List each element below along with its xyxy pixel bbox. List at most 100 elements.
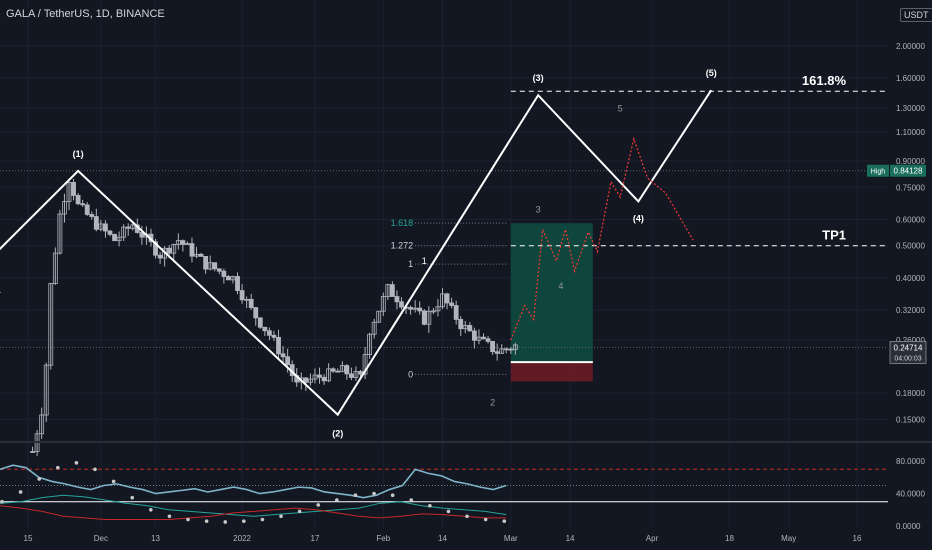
- candle-body: [180, 240, 186, 245]
- candle-body: [226, 276, 231, 281]
- stoch-dot: [446, 509, 451, 514]
- stoch-dot: [242, 519, 246, 523]
- candle-body: [153, 241, 158, 256]
- stoch-dot: [483, 517, 488, 522]
- price-tick-label: 1.60000: [896, 74, 925, 83]
- candle-body: [52, 252, 58, 284]
- stoch-dot: [390, 493, 395, 498]
- candle-body: [98, 223, 104, 230]
- candle-body: [303, 377, 309, 383]
- indicator-tick-label: 80.0000: [896, 457, 925, 466]
- candle-body: [75, 195, 81, 205]
- price-axis[interactable]: 2.00000 1.60000 1.30000 1.10000 0.90000 0.750…: [867, 42, 927, 425]
- candle-body: [453, 305, 459, 320]
- high-tag-box: [867, 164, 889, 177]
- candle-body: [380, 296, 386, 312]
- candle-body: [399, 301, 404, 308]
- alt-wave-label: 2: [490, 398, 495, 408]
- candle-body: [339, 365, 345, 373]
- candle-body: [385, 284, 391, 297]
- candle-body: [248, 298, 254, 309]
- time-tick-label: 14: [438, 534, 447, 543]
- stoch-dot: [223, 520, 228, 524]
- alt-wave-line: [510, 136, 694, 341]
- candle-body: [367, 333, 373, 355]
- candle-body: [335, 370, 341, 373]
- candle-body: [107, 230, 113, 235]
- candle-body: [66, 182, 72, 203]
- price-tick-label: 0.18000: [896, 389, 925, 398]
- candle-body: [43, 364, 49, 416]
- candle-body: [440, 293, 445, 308]
- candle-body: [435, 306, 441, 312]
- candle-body: [271, 334, 277, 338]
- stoch-dot: [409, 498, 414, 502]
- candle-body: [458, 319, 464, 330]
- candle-body: [194, 253, 199, 257]
- indicator-tick-label: 0.0000: [896, 522, 921, 531]
- countdown-label: 04:00:03: [894, 355, 921, 362]
- candle-body: [285, 356, 291, 366]
- time-axis[interactable]: 15 Dec 13 2022 17 Feb 14 Mar 14 Apr 18 May 16: [24, 534, 862, 543]
- time-tick-label: Feb: [376, 534, 390, 543]
- price-tick-label: 0.60000: [896, 215, 925, 224]
- wave-label: (4): [633, 213, 644, 223]
- candle-body: [476, 336, 482, 341]
- stoch-dot: [111, 479, 116, 484]
- candle-body: [430, 310, 436, 313]
- price-tick-label: 0.26000: [896, 336, 925, 345]
- candle-body: [481, 336, 486, 340]
- candle-body: [376, 310, 382, 323]
- candle-body: [121, 226, 127, 238]
- high-tag-label: High: [871, 169, 886, 176]
- candle-body: [166, 247, 172, 254]
- candle-body: [408, 307, 414, 310]
- candle-body: [84, 204, 90, 215]
- stoch-dot: [335, 498, 339, 502]
- time-tick-label: 18: [725, 534, 734, 543]
- candle-body: [207, 262, 213, 270]
- fib-level-label: 1.618: [391, 218, 414, 228]
- candle-body: [171, 244, 177, 254]
- stoch-dot: [428, 503, 432, 508]
- candle-body: [230, 276, 236, 281]
- candle-body: [467, 325, 473, 332]
- stoch-dot: [465, 514, 469, 519]
- currency-unit[interactable]: USDT: [900, 8, 932, 22]
- symbol-title[interactable]: GALA / TetherUS, 1D, BINANCE: [6, 8, 165, 20]
- price-tick-label: 0.90000: [896, 157, 925, 166]
- price-tick-label: 2.00000: [896, 42, 925, 51]
- indicator-pane: 80.0000 40.0000 0.0000: [0, 441, 932, 531]
- wave-label: (5): [706, 68, 717, 78]
- time-tick-label: May: [781, 534, 796, 543]
- candle-body: [235, 276, 240, 291]
- candle-body: [185, 243, 190, 246]
- candle-body: [239, 290, 245, 301]
- stoch-dot: [353, 493, 358, 498]
- grid: [0, 0, 888, 528]
- candle-body: [212, 262, 218, 270]
- candle-body: [503, 348, 509, 351]
- time-tick-label: Dec: [94, 534, 108, 543]
- candle-body: [358, 371, 363, 375]
- price-tick-label: 0.40000: [896, 274, 925, 283]
- price-tick-label: 0.50000: [896, 242, 925, 251]
- stoch-dot: [0, 499, 4, 504]
- candle-body: [499, 348, 505, 354]
- candle-body: [216, 268, 222, 272]
- candle-body: [462, 325, 468, 330]
- candle-body: [449, 302, 455, 306]
- stoch-dot: [502, 519, 507, 523]
- time-tick-label: 15: [24, 534, 33, 543]
- time-tick-label: 16: [853, 534, 862, 543]
- candle-body: [62, 201, 67, 215]
- candle-body: [116, 236, 122, 242]
- candle-body: [267, 330, 272, 336]
- candle-body: [244, 298, 250, 301]
- candle-body: [189, 243, 195, 257]
- candle-body: [221, 270, 227, 277]
- candle-body: [308, 378, 313, 383]
- alt-wave-label: 1: [422, 256, 427, 266]
